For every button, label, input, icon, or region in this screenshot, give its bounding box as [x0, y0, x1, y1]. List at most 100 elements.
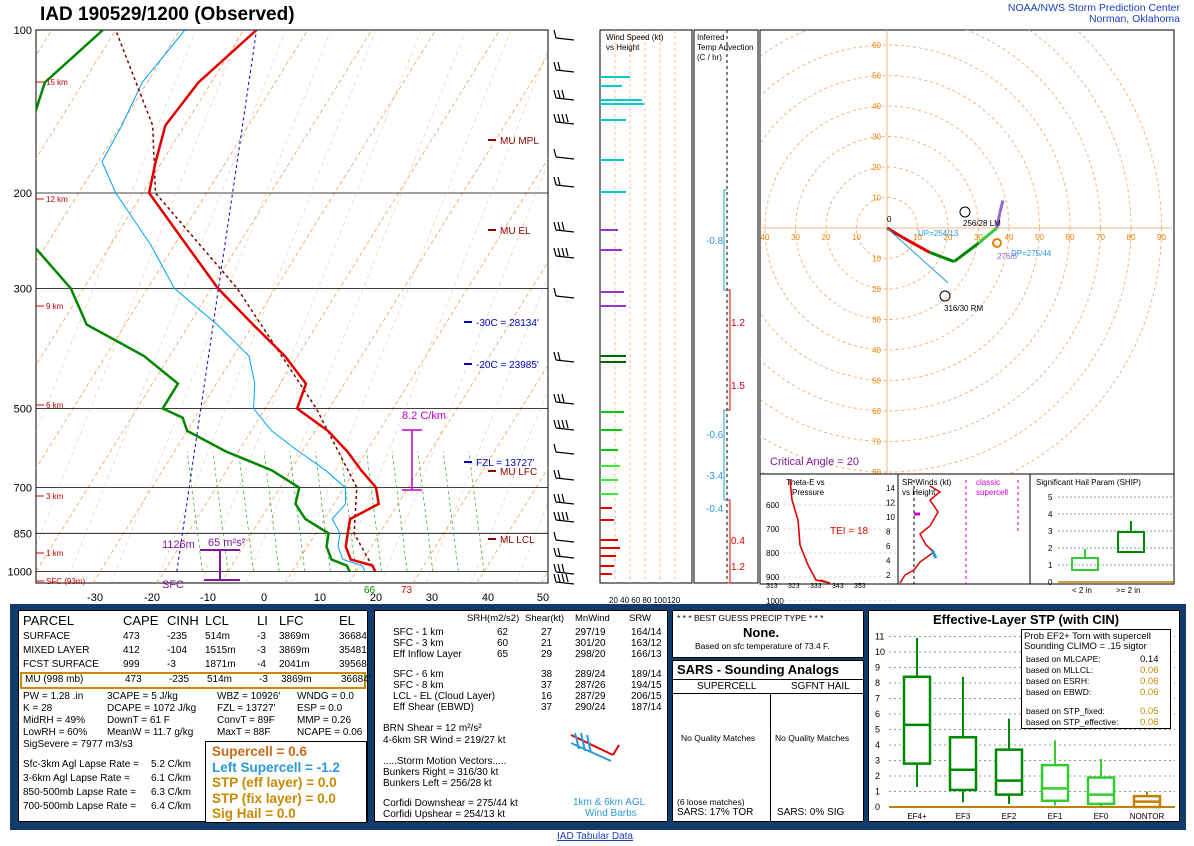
parcel-header-cell: EL — [339, 613, 355, 628]
theta-p-label: 600 — [766, 501, 780, 510]
isotherm — [36, 30, 245, 366]
hodo-ring-label: 30 — [974, 233, 983, 242]
dry-adiabat — [36, 30, 242, 546]
ship-y-label: 4 — [1048, 510, 1053, 519]
hodograph-panel[interactable]: 1010101020202020303030304040404050505050… — [608, 0, 1175, 503]
kin-cell: 297/19 — [575, 627, 606, 638]
sr-height-label: 12 — [886, 499, 895, 508]
stp-title: Effective-Layer STP (with CIN) — [933, 612, 1120, 627]
moist-adiabat — [442, 451, 459, 572]
lapse-rate-label: 8.2 C/km — [402, 410, 446, 422]
lm-marker — [959, 206, 971, 218]
isotherm — [220, 54, 548, 583]
wind-barb — [555, 519, 575, 523]
kin-cell: Eff Inflow Layer — [393, 649, 462, 660]
ship-frame — [1029, 473, 1175, 585]
parcel-header-cell: LI — [257, 613, 268, 628]
dry-adiabat — [470, 388, 548, 583]
wind-barb-flag — [565, 247, 569, 257]
kin-cell: 290/24 — [575, 702, 606, 713]
kin-cell: SFC - 8 km — [393, 680, 444, 691]
composite-index: Sig Hail = 0.0 — [212, 806, 296, 821]
kin-cell: 287/26 — [575, 680, 606, 691]
hodo-ring-label: 20 — [822, 233, 831, 242]
wind-barb-flag — [557, 221, 561, 231]
index-cell: MeanW = 11.7 g/kg — [107, 727, 194, 738]
isotherm — [348, 261, 548, 583]
parcel-cell: MIXED LAYER — [23, 645, 90, 656]
lapse-value: 6.3 C/km — [151, 787, 192, 798]
wind-barb — [555, 184, 575, 188]
stp-y-label: 10 — [875, 647, 885, 657]
kin-header-cell: Shear(kt) — [525, 613, 565, 624]
parcel-header-cell: LFC — [279, 613, 304, 628]
moist-adiabat — [186, 451, 203, 572]
rm-marker — [939, 290, 951, 302]
moist-adiabat — [417, 451, 434, 572]
temp-adv-bar — [723, 189, 727, 291]
parcel-cell: 2041m — [279, 659, 310, 670]
brn-shear: BRN Shear = 12 m²/s² — [383, 723, 482, 734]
stp-box — [1040, 763, 1070, 803]
parcel-header-cell: PARCEL — [23, 613, 75, 628]
ml-lcl-label: ML LCL — [500, 535, 535, 546]
kin-cell: SFC - 6 km — [393, 669, 444, 680]
stp-based-label: based on MLCAPE: — [1026, 654, 1101, 664]
dry-adiabat — [290, 30, 512, 583]
hodo-segment — [953, 242, 980, 263]
wind-barb — [555, 555, 575, 559]
parcel-cell: -3 — [257, 645, 266, 656]
stp-category-label: EF0 — [1094, 812, 1109, 821]
wind-barb-flag — [553, 287, 557, 297]
hodo-ring-label: 10 — [872, 194, 881, 203]
bunkers-right: Bunkers Right = 316/30 kt — [383, 767, 499, 778]
parcel-cell: FCST SURFACE — [23, 659, 99, 670]
wind-barb-flag — [553, 148, 557, 158]
parcel-cell: 36684' — [341, 674, 371, 685]
theta-p-label: 1000 — [766, 597, 784, 604]
composite-index: STP (eff layer) = 0.0 — [212, 775, 337, 790]
kin-cell: 21 — [541, 638, 553, 649]
moist-adiabat — [212, 451, 229, 572]
precip-box: * * * BEST GUESS PRECIP TYPE * * * None.… — [672, 610, 864, 658]
temperature-line — [147, 30, 381, 573]
wind-barb-flag — [561, 247, 565, 257]
parcel-cell: 514m — [205, 631, 231, 642]
parcel-cell: -104 — [167, 645, 188, 656]
moist-adiabat — [468, 451, 485, 572]
lapse-label: Sfc-3km Agl Lapse Rate = — [23, 759, 139, 770]
wind-barb — [555, 37, 575, 41]
stp-y-label: 3 — [875, 756, 880, 766]
index-cell: 3CAPE = 5 J/kg — [107, 691, 178, 702]
hodo-mean-label: 276/5 — [997, 252, 1018, 261]
skewt-frame — [35, 29, 549, 584]
parcel-cell: -3 — [259, 674, 268, 685]
theta-p-label: 900 — [766, 573, 780, 582]
tabular-data-link[interactable]: IAD Tabular Data — [557, 831, 633, 842]
sars-tor: SARS: 17% TOR — [677, 807, 754, 818]
parcel-header-cell: CAPE — [123, 613, 159, 628]
wetbulb-line — [101, 30, 366, 572]
parcel-row: FCST SURFACE 999 -3 1871m -4 2041m 39568' — [23, 659, 369, 672]
kinematics-header: SRH(m2/s2) Shear(kt) MnWind SRW — [375, 613, 669, 625]
stp-panel: Effective-Layer STP (with CIN) 11 10 9 8 7 6 5… — [868, 610, 1180, 822]
index-cell: MidRH = 49% — [23, 715, 85, 726]
hodo-zero-label: 0 — [887, 215, 892, 224]
parcel-cell: -235 — [167, 631, 188, 642]
parcel-cell: 3869m — [279, 631, 310, 642]
temp-axis-label: 50 — [537, 592, 549, 604]
sars-nomatch-hail: No Quality Matches — [775, 733, 850, 743]
wind-barb-flag — [557, 511, 561, 521]
temp-adv-value: -0.4 — [706, 504, 724, 515]
wind-barb-flag — [557, 573, 561, 583]
ship-y-label: 2 — [1048, 544, 1053, 553]
temp-adv-value: 1.2 — [731, 562, 745, 573]
wind-barb — [555, 571, 575, 575]
kin-cell: 194/15 — [631, 680, 662, 691]
wind-barb-flag — [561, 511, 565, 521]
wind-barb-flag — [561, 393, 565, 403]
temp-axis-label: -20 — [144, 592, 160, 604]
